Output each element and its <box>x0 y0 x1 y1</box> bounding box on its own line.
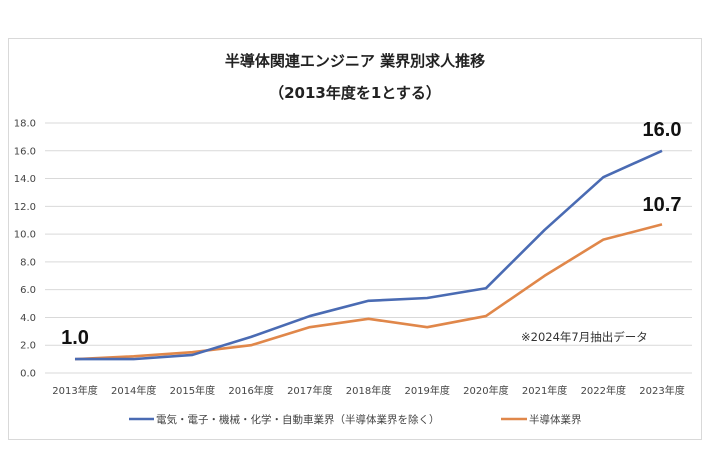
y-tick-label: 14.0 <box>14 174 36 185</box>
legend-label: 電気・電子・機械・化学・自動車業界（半導体業界を除く） <box>156 413 440 426</box>
y-tick-label: 2.0 <box>20 341 36 352</box>
y-tick-label: 0.0 <box>20 369 36 380</box>
y-tick-label: 10.0 <box>14 230 36 241</box>
data-note: ※2024年7月抽出データ <box>521 330 648 344</box>
legend-label: 半導体業界 <box>529 413 582 426</box>
x-tick-label: 2017年度 <box>287 384 332 397</box>
x-tick-label: 2014年度 <box>111 384 156 397</box>
x-tick-label: 2019年度 <box>404 384 449 397</box>
x-tick-label: 2018年度 <box>346 384 391 397</box>
y-tick-label: 8.0 <box>20 257 36 268</box>
x-tick-label: 2020年度 <box>463 384 508 397</box>
x-tick-label: 2015年度 <box>170 384 215 397</box>
y-tick-label: 18.0 <box>14 119 36 130</box>
x-tick-label: 2013年度 <box>52 384 97 397</box>
y-tick-label: 6.0 <box>20 285 36 296</box>
chart-subtitle: （2013年度を1とする） <box>269 84 441 102</box>
end-value-label-orange: 10.7 <box>643 194 682 216</box>
y-tick-label: 12.0 <box>14 202 36 213</box>
start-value-label: 1.0 <box>61 327 89 349</box>
x-tick-label: 2021年度 <box>522 384 567 397</box>
x-tick-label: 2023年度 <box>639 384 684 397</box>
x-tick-label: 2022年度 <box>581 384 626 397</box>
y-tick-label: 16.0 <box>14 146 36 157</box>
series-line <box>75 149 663 361</box>
x-tick-label: 2016年度 <box>228 384 273 397</box>
y-tick-label: 4.0 <box>20 313 36 324</box>
chart-title: 半導体関連エンジニア 業界別求人推移 <box>224 52 486 70</box>
end-value-label-blue: 16.0 <box>643 119 682 141</box>
